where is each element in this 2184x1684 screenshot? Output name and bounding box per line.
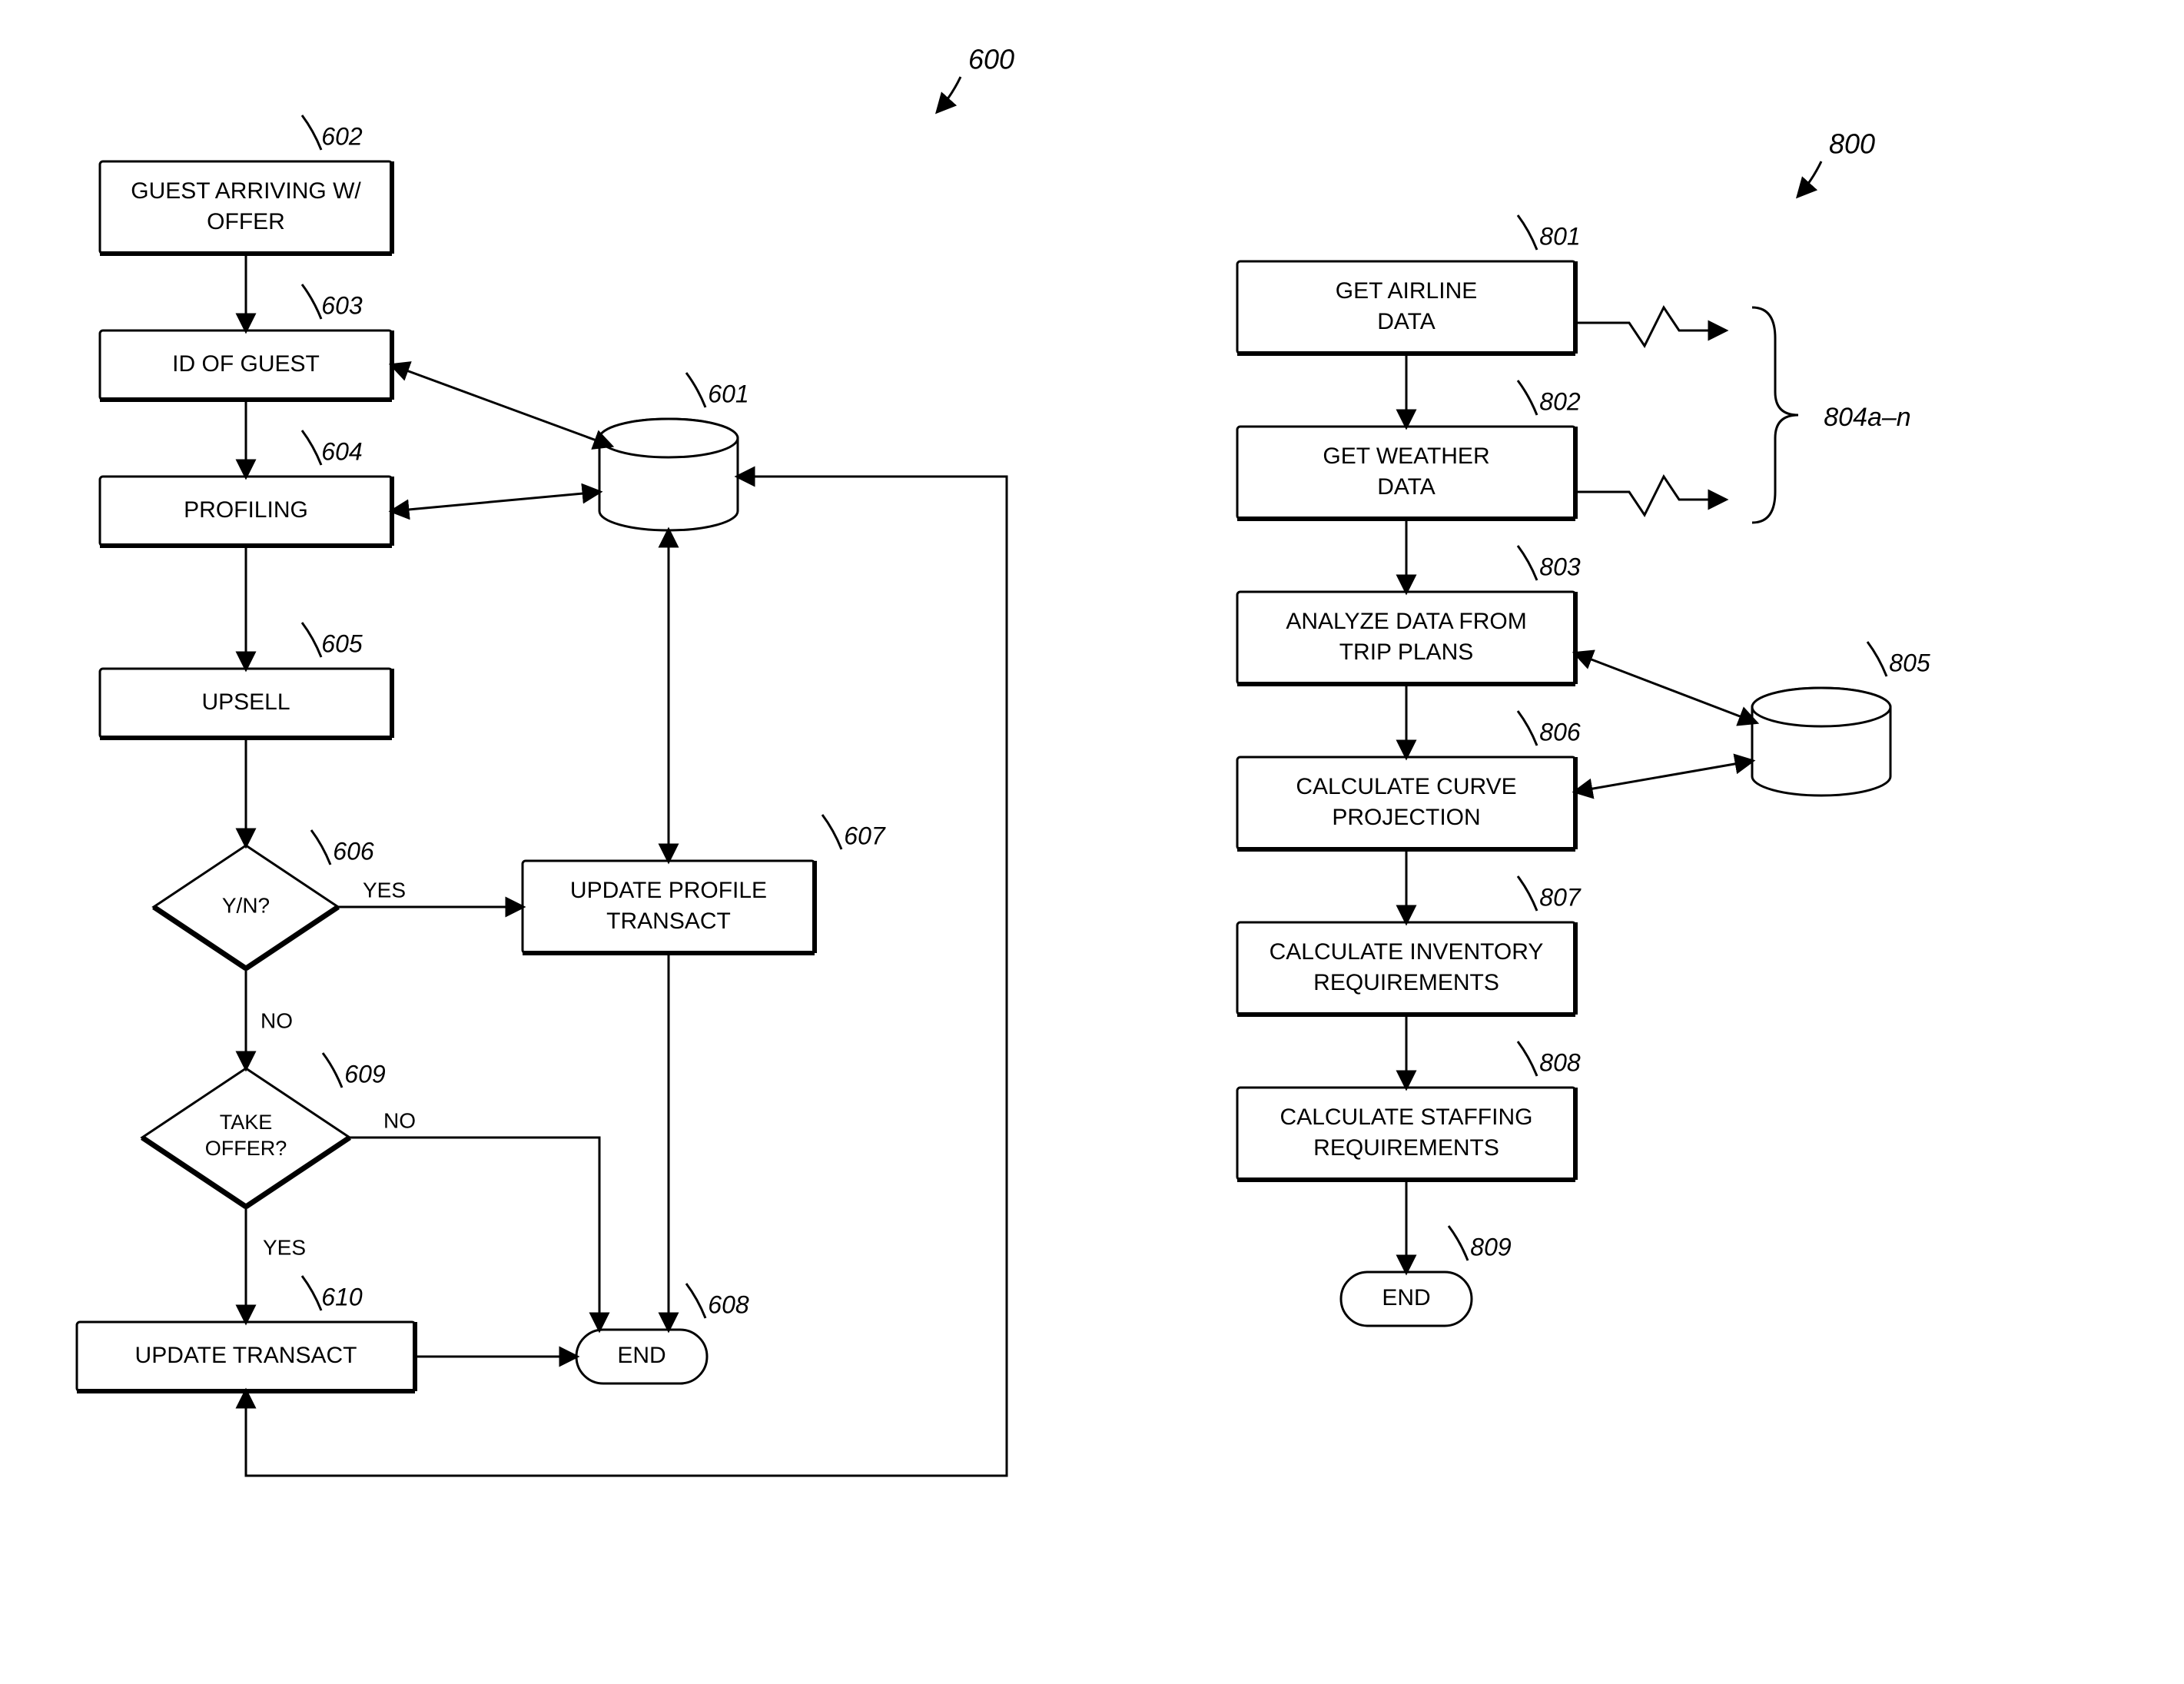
node-806: CALCULATE CURVE PROJECTION 806 [1237, 711, 1581, 849]
node-801-line1: GET AIRLINE [1336, 278, 1478, 304]
ref-800: 800 [1829, 128, 1875, 160]
node-602: GUEST ARRIVING W/ OFFER 602 [100, 115, 392, 254]
ref-603: 603 [321, 291, 363, 319]
node-803-line2: TRIP PLANS [1339, 639, 1474, 665]
node-807-line2: REQUIREMENTS [1313, 970, 1499, 995]
ref-607: 607 [844, 822, 886, 849]
ref-809: 809 [1470, 1233, 1512, 1261]
ref-600: 600 [968, 44, 1014, 75]
node-807: CALCULATE INVENTORY REQUIREMENTS 807 [1237, 876, 1582, 1015]
node-801: GET AIRLINE DATA 801 [1237, 215, 1581, 354]
ref-601: 601 [708, 380, 748, 407]
node-610-line1: UPDATE TRANSACT [135, 1343, 357, 1368]
node-605-line1: UPSELL [201, 689, 290, 715]
node-806-line2: PROJECTION [1332, 805, 1480, 830]
node-607: UPDATE PROFILE TRANSACT 607 [523, 815, 886, 953]
ref-808: 808 [1539, 1048, 1581, 1076]
cylinder-805: 805 [1752, 642, 1930, 795]
ref-804an: 804a–n [1824, 403, 1910, 432]
node-808-line1: CALCULATE STAFFING [1280, 1104, 1533, 1130]
node-606: Y/N? 606 [154, 830, 374, 968]
node-801-line2: DATA [1377, 309, 1436, 334]
node-803-line1: ANALYZE DATA FROM [1286, 609, 1526, 634]
ref-605: 605 [321, 629, 363, 657]
flowchart-800: 800 GET AIRLINE DATA 801 GET WEATHER DAT… [1237, 128, 1930, 1326]
edge-606-no: NO [261, 1008, 293, 1032]
ref-608: 608 [708, 1290, 749, 1318]
node-609: TAKE OFFER? 609 [142, 1053, 386, 1207]
ref-803: 803 [1539, 553, 1581, 580]
node-602-line2: OFFER [207, 209, 285, 234]
ref-805: 805 [1889, 649, 1930, 676]
node-802-line1: GET WEATHER [1323, 443, 1489, 469]
edge-606-yes: YES [363, 878, 406, 902]
ref-606: 606 [333, 837, 374, 865]
node-803: ANALYZE DATA FROM TRIP PLANS 803 [1237, 546, 1581, 684]
flowchart-canvas: 600 GUEST ARRIVING W/ OFFER 602 ID OF GU… [0, 0, 2184, 1684]
ref-609: 609 [344, 1060, 386, 1088]
decision-609-line2: OFFER? [205, 1137, 287, 1160]
node-607-line1: UPDATE PROFILE [570, 878, 767, 903]
ref-801: 801 [1539, 222, 1580, 250]
ref-807: 807 [1539, 883, 1582, 911]
decision-609-line1: TAKE [220, 1111, 273, 1134]
node-808-line2: REQUIREMENTS [1313, 1135, 1499, 1161]
ref-610: 610 [321, 1283, 363, 1310]
cylinder-601: 601 [599, 373, 749, 530]
node-603-line1: ID OF GUEST [172, 351, 320, 377]
edge-609-no: NO [383, 1108, 416, 1132]
node-602-line1: GUEST ARRIVING W/ [131, 178, 361, 204]
terminator-809-label: END [1382, 1285, 1430, 1310]
node-607-line2: TRANSACT [606, 908, 731, 934]
decision-606-label: Y/N? [222, 893, 270, 917]
edge-609-yes: YES [263, 1235, 306, 1259]
node-807-line1: CALCULATE INVENTORY [1270, 939, 1544, 965]
node-802-line2: DATA [1377, 474, 1436, 500]
ref-602: 602 [321, 122, 363, 150]
node-809: END 809 [1341, 1226, 1512, 1326]
terminator-608-label: END [617, 1343, 665, 1368]
node-802: GET WEATHER DATA 802 [1237, 380, 1581, 519]
node-806-line1: CALCULATE CURVE [1296, 774, 1516, 799]
ref-604: 604 [321, 437, 362, 465]
node-604-line1: PROFILING [184, 497, 308, 523]
flowchart-600: 600 GUEST ARRIVING W/ OFFER 602 ID OF GU… [77, 44, 1014, 1476]
node-608: END 608 [576, 1284, 749, 1383]
ref-802: 802 [1539, 387, 1581, 415]
node-808: CALCULATE STAFFING REQUIREMENTS 808 [1237, 1041, 1581, 1180]
ref-806: 806 [1539, 718, 1581, 746]
